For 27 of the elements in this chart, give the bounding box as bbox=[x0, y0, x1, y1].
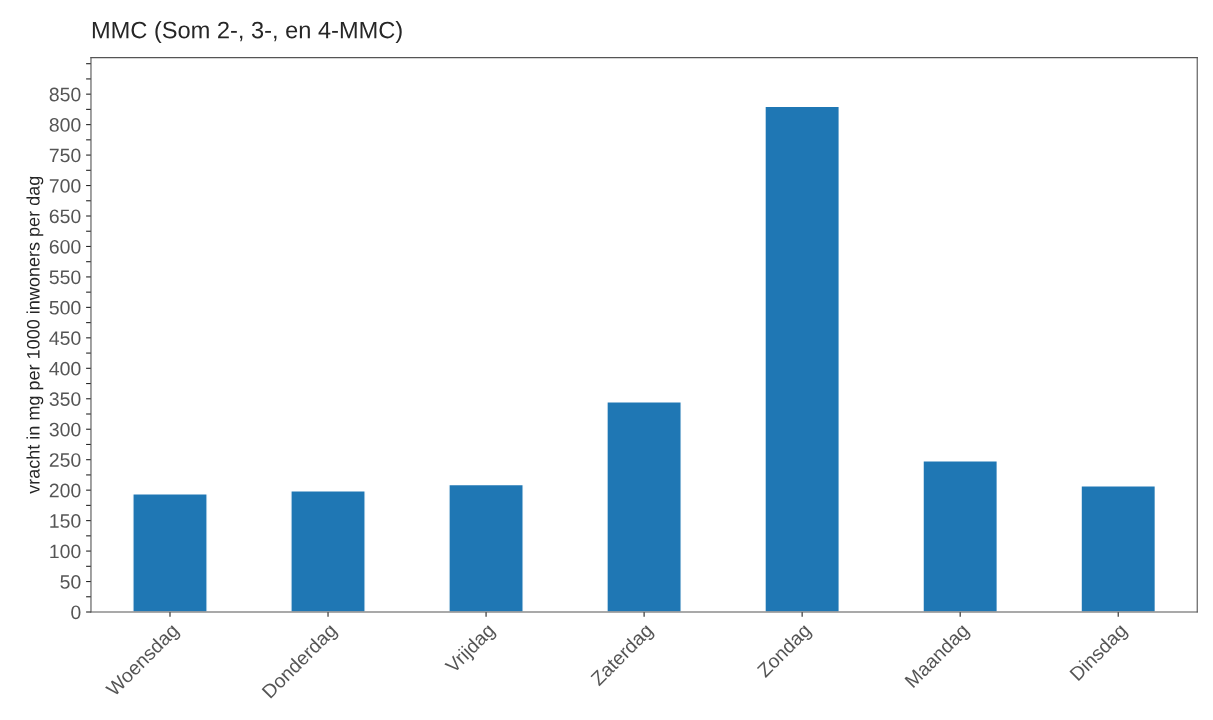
y-tick-label: 300 bbox=[49, 422, 81, 437]
y-tick-label: 200 bbox=[49, 483, 81, 498]
y-tick-label: 550 bbox=[49, 270, 81, 285]
y-tick-label: 50 bbox=[60, 575, 81, 589]
y-tick-label: 450 bbox=[49, 331, 81, 346]
y-tick-label: 350 bbox=[49, 392, 81, 407]
y-tick-label: 800 bbox=[49, 118, 81, 132]
y-tick-label: 650 bbox=[49, 209, 81, 224]
y-tick-label: 250 bbox=[49, 453, 81, 467]
y-tick-label: 0 bbox=[71, 605, 81, 620]
y-tick-label: 500 bbox=[49, 300, 81, 315]
y-tick-label: 400 bbox=[49, 361, 81, 376]
y-tick-label: 850 bbox=[49, 87, 81, 102]
y-tick-label: 100 bbox=[50, 544, 81, 559]
chart-title: MMC (Som 2-, 3-, en 4-MMC) bbox=[92, 21, 402, 44]
bar bbox=[448, 483, 524, 612]
y-tick-label: 150 bbox=[50, 514, 81, 528]
bar bbox=[132, 493, 208, 612]
bar bbox=[922, 460, 999, 612]
y-tick-label: 700 bbox=[49, 179, 81, 193]
y-tick-label: 750 bbox=[49, 148, 81, 163]
bar bbox=[290, 490, 366, 612]
bar bbox=[1080, 485, 1157, 612]
bar bbox=[606, 401, 682, 612]
bar bbox=[764, 105, 840, 612]
y-tick-label: 600 bbox=[49, 239, 81, 254]
y-axis-title: vracht in mg per 1000 inwoners per dag bbox=[26, 176, 44, 494]
